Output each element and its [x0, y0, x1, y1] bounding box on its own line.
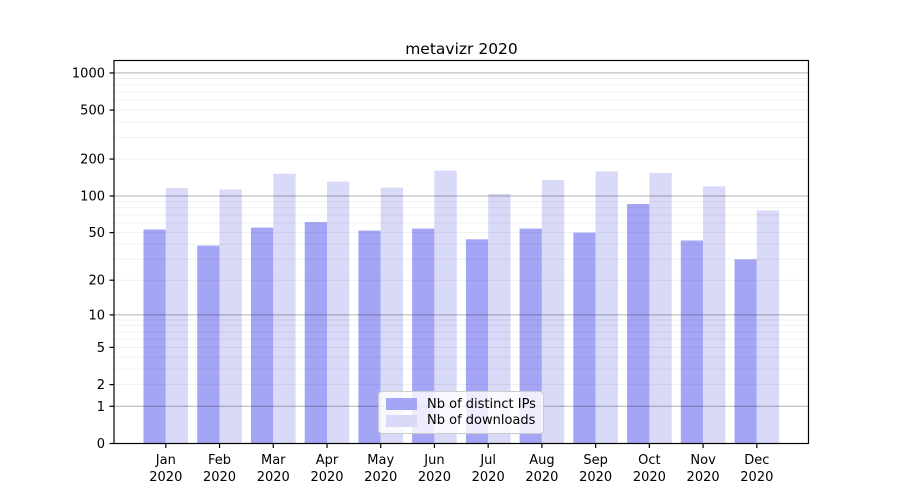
bar-nb-of-distinct-ips-apr [304, 222, 327, 444]
bar-nb-of-downloads-dec [756, 210, 780, 444]
bar-nb-of-distinct-ips-oct [627, 204, 650, 444]
x-tick-label-year-aug: 2020 [525, 470, 558, 485]
x-tick-label-year-mar: 2020 [257, 470, 290, 485]
bar-nb-of-downloads-jul [488, 193, 511, 444]
y-tick-label-50: 50 [88, 226, 105, 241]
y-tick-label-20: 20 [88, 274, 105, 289]
x-tick-label-year-dec: 2020 [740, 470, 773, 485]
x-tick-label-month-jun: Jun [423, 453, 444, 468]
y-tick-label-1000: 1000 [72, 66, 105, 81]
x-tick-label-month-jul: Jul [479, 453, 496, 468]
x-tick-label-year-oct: 2020 [633, 470, 666, 485]
y-tick-label-2: 2 [97, 378, 105, 393]
x-tick-label-month-mar: Mar [261, 453, 286, 468]
x-tick-label-month-feb: Feb [208, 453, 231, 468]
chart-title: metavizr 2020 [405, 40, 518, 58]
bar-nb-of-downloads-sep [595, 171, 618, 444]
bar-nb-of-distinct-ips-aug [519, 228, 542, 444]
bar-nb-of-distinct-ips-mar [251, 227, 274, 444]
legend-label-downloads: Nb of downloads [427, 413, 536, 429]
bar-nb-of-downloads-apr [327, 181, 350, 444]
y-tick-label-500: 500 [80, 104, 105, 119]
legend-swatch-distinct-ips [386, 398, 417, 411]
x-tick-label-year-jul: 2020 [472, 470, 505, 485]
x-tick-label-month-aug: Aug [529, 453, 554, 468]
bar-nb-of-downloads-may [380, 187, 403, 444]
plot-frame [113, 59, 810, 445]
x-tick-label-month-dec: Dec [744, 453, 769, 468]
y-tick-label-1: 1 [97, 400, 105, 415]
x-tick-label-month-jan: Jan [155, 453, 176, 468]
bar-nb-of-distinct-ips-may [358, 230, 381, 444]
y-tick-label-0: 0 [97, 437, 105, 452]
x-tick-label-year-jun: 2020 [418, 470, 451, 485]
y-tick-label-100: 100 [80, 189, 105, 204]
bar-nb-of-distinct-ips-sep [573, 232, 596, 444]
y-tick-label-5: 5 [97, 341, 105, 356]
legend-row-distinct-ips: Nb of distinct IPs [386, 396, 536, 413]
legend-row-downloads: Nb of downloads [386, 413, 536, 430]
y-tick-label-200: 200 [80, 153, 105, 168]
legend-swatch-downloads [386, 414, 417, 427]
x-tick-label-year-sep: 2020 [579, 470, 612, 485]
bar-nb-of-distinct-ips-jun [412, 228, 435, 444]
bar-nb-of-downloads-jan [165, 188, 189, 444]
bar-nb-of-distinct-ips-feb [197, 245, 220, 444]
x-tick-label-year-jan: 2020 [149, 470, 182, 485]
bar-nb-of-distinct-ips-dec [734, 259, 757, 444]
x-tick-label-month-sep: Sep [583, 453, 608, 468]
bar-nb-of-downloads-oct [649, 173, 672, 444]
bar-nb-of-distinct-ips-nov [680, 240, 704, 444]
x-tick-label-year-feb: 2020 [203, 470, 236, 485]
x-tick-label-year-apr: 2020 [310, 470, 343, 485]
y-tick-label-10: 10 [88, 308, 105, 323]
bar-nb-of-downloads-mar [273, 173, 296, 444]
x-tick-label-month-nov: Nov [690, 453, 716, 468]
legend-label-distinct-ips: Nb of distinct IPs [427, 396, 536, 412]
bar-nb-of-downloads-nov [703, 186, 726, 444]
bar-nb-of-downloads-aug [541, 180, 565, 444]
x-tick-label-month-may: May [367, 453, 394, 468]
bar-nb-of-downloads-feb [219, 189, 242, 444]
x-tick-label-year-may: 2020 [364, 470, 397, 485]
bar-nb-of-downloads-jun [434, 170, 457, 444]
x-tick-label-month-apr: Apr [316, 453, 339, 468]
x-tick-label-month-oct: Oct [638, 453, 660, 468]
x-tick-label-year-nov: 2020 [687, 470, 720, 485]
legend: Nb of distinct IPs Nb of downloads [378, 391, 544, 434]
bar-nb-of-distinct-ips-jan [143, 229, 166, 444]
